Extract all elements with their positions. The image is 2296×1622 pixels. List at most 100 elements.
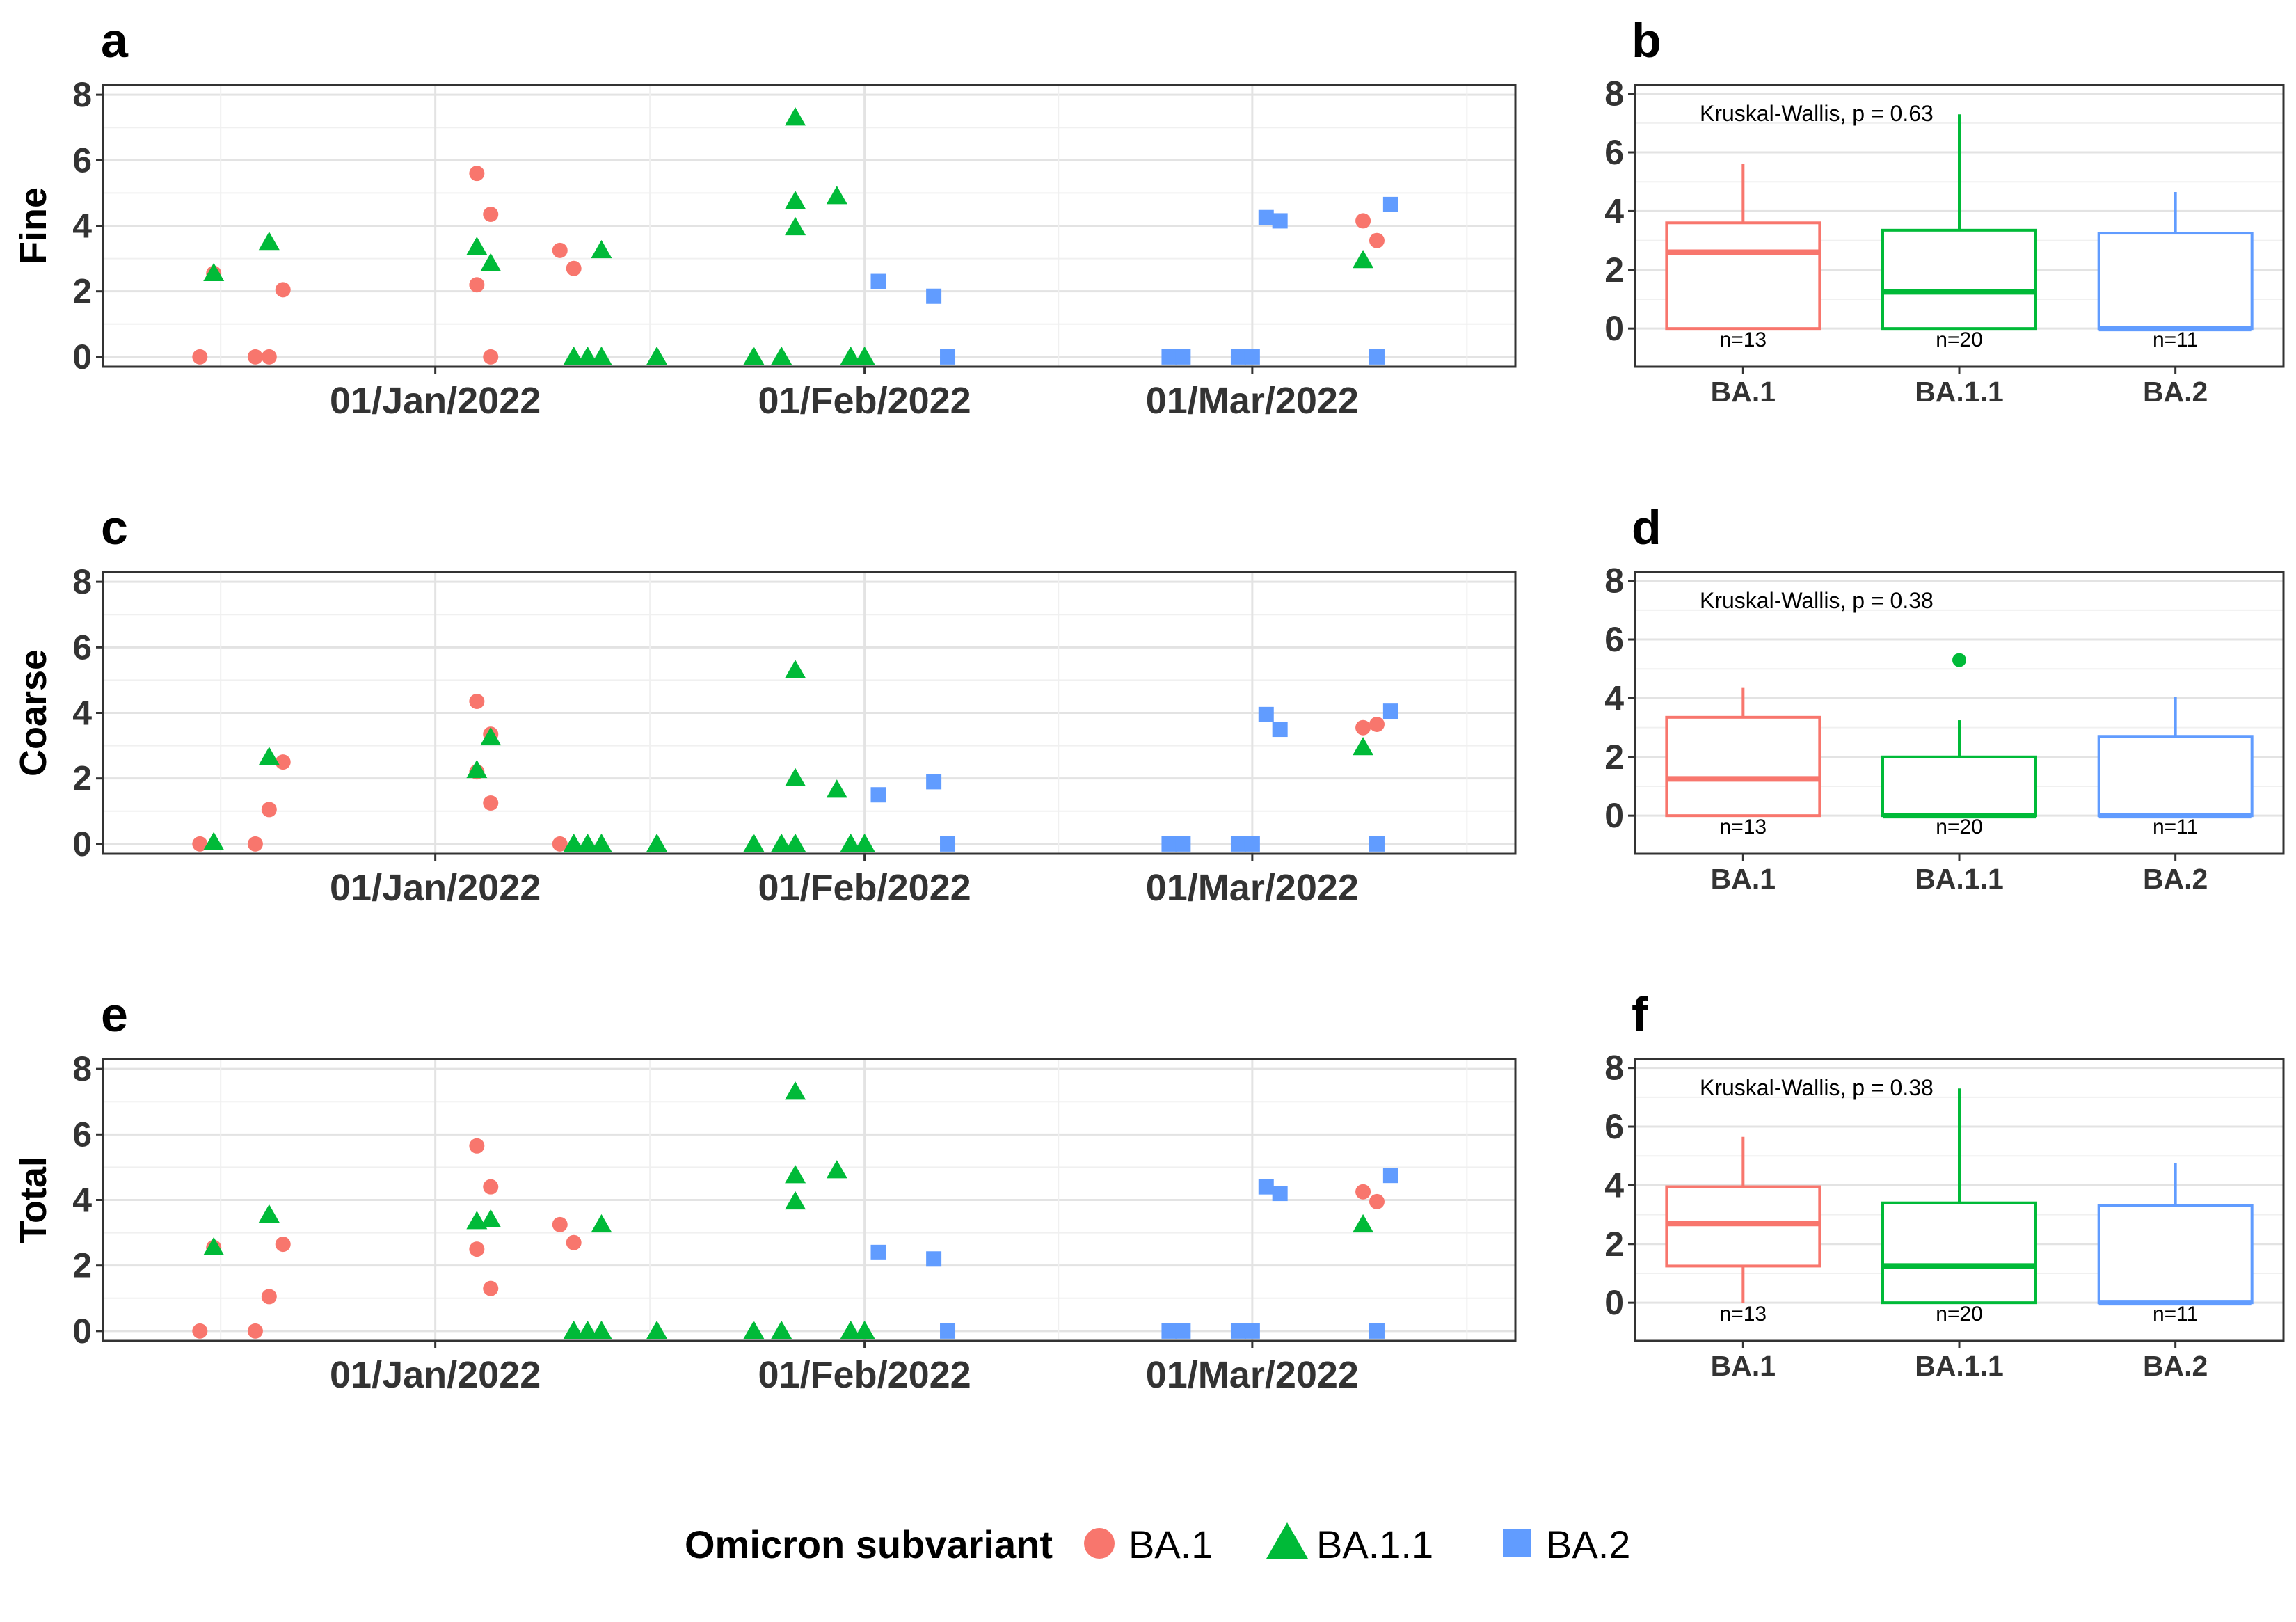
x-tick-label: 01/Mar/2022 (1146, 1354, 1359, 1396)
data-point (469, 1138, 485, 1154)
data-point (771, 1320, 792, 1339)
data-point (771, 346, 792, 365)
data-point (785, 1191, 806, 1210)
data-point (247, 349, 263, 365)
data-point (926, 288, 942, 304)
data-point (1355, 1184, 1371, 1200)
data-point (1230, 836, 1246, 852)
data-point (870, 273, 886, 289)
data-point (203, 832, 225, 850)
legend-label: BA.1 (1129, 1522, 1213, 1566)
panel-letter: e (101, 987, 128, 1042)
x-tick-label: BA.1 (1711, 863, 1776, 895)
data-point (192, 349, 208, 365)
y-tick-label: 4 (72, 1181, 92, 1220)
data-point (466, 237, 488, 255)
x-tick-label: 01/Mar/2022 (1146, 380, 1359, 422)
legend: Omicron subvariant BA.1 BA.1.1 BA.2 (685, 1522, 1630, 1566)
data-point (940, 836, 956, 852)
y-tick-label: 0 (72, 825, 92, 864)
panel-d: d 0 2 4 6 8 BA.1 n=13 BA.1.1 n=20 BA.2 n=11 Kruskal-… (1604, 500, 2285, 895)
y-tick-label: 0 (1604, 796, 1624, 835)
x-tick-label: 01/Feb/2022 (758, 380, 971, 422)
data-point (591, 239, 612, 259)
data-point (840, 833, 861, 852)
box-BA.1.1 (1881, 114, 2037, 331)
data-point (483, 207, 499, 223)
panel-letter: c (101, 500, 128, 555)
data-point (1369, 1323, 1385, 1339)
data-point (552, 836, 568, 852)
x-tick-label: BA.2 (2143, 1350, 2208, 1382)
data-point (1161, 836, 1177, 852)
panel-border (102, 1058, 1517, 1342)
y-tick-label: 6 (1604, 133, 1624, 172)
data-point (826, 186, 847, 205)
panel-border (1634, 84, 2285, 368)
data-point (563, 1320, 584, 1339)
data-point (1355, 719, 1371, 736)
data-point (785, 107, 806, 126)
data-point (1244, 349, 1260, 365)
data-point (563, 346, 584, 365)
y-tick-label: 0 (1604, 1283, 1624, 1322)
data-point (1382, 703, 1398, 719)
data-point (469, 277, 485, 293)
data-point (566, 1234, 582, 1250)
box-BA.1 (1665, 1136, 1821, 1303)
data-point (591, 1320, 612, 1339)
x-tick-label: BA.2 (2143, 376, 2208, 408)
n-label: n=13 (1720, 328, 1767, 351)
data-point (854, 1320, 875, 1339)
box-BA.2 (2097, 191, 2254, 332)
x-tick-label: BA.2 (2143, 863, 2208, 895)
data-point (826, 1160, 847, 1179)
data-point (1353, 249, 1374, 269)
n-label: n=20 (1936, 816, 1983, 838)
data-point (785, 1165, 806, 1184)
series-BA.2 (870, 703, 1398, 852)
kruskal-wallis-label: Kruskal-Wallis, p = 0.38 (1700, 1075, 1934, 1100)
data-point (275, 282, 291, 298)
box-iqr (1665, 715, 1821, 818)
data-point (1272, 722, 1288, 738)
data-point (1175, 836, 1191, 852)
data-point (1353, 736, 1374, 756)
data-point (854, 346, 875, 365)
data-point (1382, 1168, 1398, 1184)
kruskal-wallis-label: Kruskal-Wallis, p = 0.38 (1700, 588, 1934, 613)
data-point (785, 191, 806, 209)
box-BA.1 (1665, 164, 1821, 331)
data-point (1272, 1186, 1288, 1202)
panel-e: e 0 2 4 6 8 01/Jan/2022 01/Feb/2022 01/Mar/2022 T… (13, 987, 1517, 1396)
data-point (577, 1320, 598, 1339)
box-BA.1.1 (1881, 653, 2037, 819)
data-point (785, 768, 806, 786)
data-point (247, 1323, 263, 1339)
x-tick-label: 01/Feb/2022 (758, 867, 971, 909)
data-point (940, 349, 956, 365)
legend-item-BA.2: BA.2 (1503, 1522, 1630, 1566)
data-point (483, 1179, 499, 1195)
y-tick-label: 8 (72, 1049, 92, 1088)
y-tick-label: 2 (72, 1246, 92, 1285)
data-point (258, 232, 280, 251)
y-tick-label: 2 (72, 272, 92, 311)
data-point (840, 346, 861, 365)
data-point (480, 726, 502, 746)
n-label: n=13 (1720, 816, 1767, 838)
panel-border (102, 84, 1517, 368)
y-axis-label: Total (13, 1156, 54, 1243)
n-label: n=11 (2153, 328, 2198, 351)
x-tick-label: 01/Mar/2022 (1146, 867, 1359, 909)
panel-c: c 0 2 4 6 8 01/Jan/2022 01/Feb/2022 01/Mar/2022 C… (13, 500, 1517, 909)
data-point (826, 779, 847, 798)
data-point (552, 1216, 568, 1232)
series-BA.1.1 (203, 660, 1374, 852)
data-point (1258, 1179, 1274, 1195)
n-label: n=20 (1936, 1303, 1983, 1326)
y-tick-label: 0 (72, 1312, 92, 1351)
series-BA.1 (192, 694, 1385, 852)
box-BA.2 (2097, 697, 2254, 819)
series-BA.1.1 (203, 1081, 1374, 1339)
